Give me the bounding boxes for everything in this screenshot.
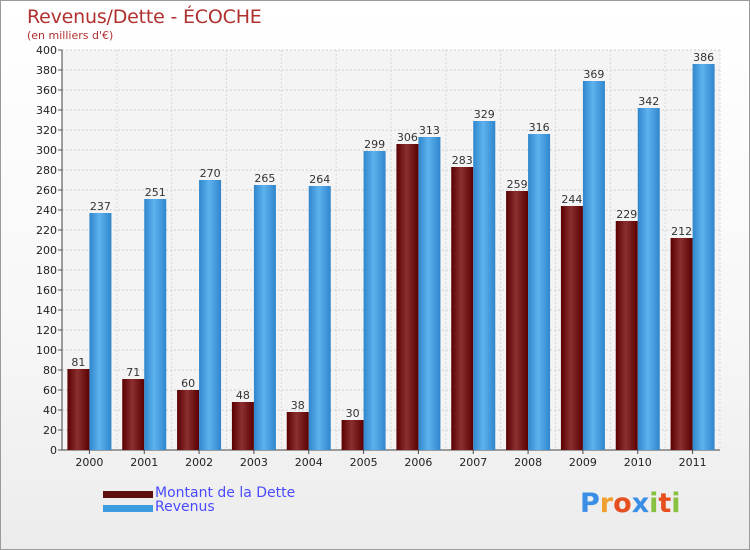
bar-revenus bbox=[637, 108, 660, 450]
bar-revenus bbox=[473, 121, 496, 450]
bar-revenus bbox=[253, 185, 276, 450]
bar-revenus bbox=[692, 64, 715, 450]
y-tick-label: 200 bbox=[36, 244, 57, 257]
x-tick-label: 2003 bbox=[240, 456, 268, 469]
x-tick-label: 2005 bbox=[350, 456, 378, 469]
data-label-revenus: 329 bbox=[474, 108, 495, 121]
logo-letter: x bbox=[631, 488, 650, 519]
logo-letter: o bbox=[613, 488, 632, 519]
bar-dette bbox=[560, 206, 583, 450]
bar-revenus bbox=[528, 134, 551, 450]
data-label-dette: 81 bbox=[71, 356, 85, 369]
bar-revenus bbox=[199, 180, 222, 450]
y-tick-label: 160 bbox=[36, 284, 57, 297]
logo-letter: r bbox=[599, 488, 614, 519]
data-label-revenus: 313 bbox=[419, 124, 440, 137]
y-tick-label: 60 bbox=[43, 384, 57, 397]
y-tick-label: 220 bbox=[36, 224, 57, 237]
x-tick-label: 2006 bbox=[404, 456, 432, 469]
legend-label-revenus: Revenus bbox=[155, 499, 215, 515]
bar-dette bbox=[341, 420, 364, 450]
data-label-revenus: 237 bbox=[90, 200, 111, 213]
bar-revenus bbox=[308, 186, 331, 450]
data-label-dette: 229 bbox=[616, 208, 637, 221]
data-label-revenus: 251 bbox=[145, 186, 166, 199]
x-tick-label: 2011 bbox=[679, 456, 707, 469]
data-label-revenus: 299 bbox=[364, 138, 385, 151]
x-tick-label: 2009 bbox=[569, 456, 597, 469]
legend-label-dette: Montant de la Dette bbox=[155, 485, 296, 501]
bar-dette bbox=[396, 144, 419, 450]
data-label-dette: 71 bbox=[126, 366, 140, 379]
bar-dette bbox=[506, 191, 529, 450]
y-tick-label: 380 bbox=[36, 64, 57, 77]
bar-dette bbox=[615, 221, 638, 450]
data-label-dette: 259 bbox=[507, 178, 528, 191]
logo-letter: t bbox=[658, 488, 672, 519]
y-tick-label: 280 bbox=[36, 164, 57, 177]
y-tick-label: 40 bbox=[43, 404, 57, 417]
data-label-revenus: 270 bbox=[200, 167, 221, 180]
bar-dette bbox=[451, 167, 474, 450]
y-tick-label: 80 bbox=[43, 364, 57, 377]
bar-revenus bbox=[418, 137, 441, 450]
data-label-dette: 60 bbox=[181, 377, 195, 390]
data-label-dette: 30 bbox=[346, 407, 360, 420]
x-tick-label: 2007 bbox=[459, 456, 487, 469]
y-tick-label: 100 bbox=[36, 344, 57, 357]
data-label-revenus: 264 bbox=[309, 173, 330, 186]
bar-dette bbox=[122, 379, 145, 450]
y-tick-label: 400 bbox=[36, 44, 57, 57]
y-tick-label: 360 bbox=[36, 84, 57, 97]
logo-letter: i bbox=[649, 488, 659, 519]
bar-revenus bbox=[582, 81, 605, 450]
y-tick-label: 120 bbox=[36, 324, 57, 337]
y-tick-label: 180 bbox=[36, 264, 57, 277]
x-tick-label: 2000 bbox=[75, 456, 103, 469]
data-label-revenus: 342 bbox=[638, 95, 659, 108]
data-label-dette: 306 bbox=[397, 131, 418, 144]
bar-dette bbox=[670, 238, 693, 450]
data-label-revenus: 265 bbox=[254, 172, 275, 185]
logo-letter: P bbox=[580, 488, 600, 519]
y-tick-label: 260 bbox=[36, 184, 57, 197]
data-label-revenus: 316 bbox=[529, 121, 550, 134]
data-label-dette: 48 bbox=[236, 389, 250, 402]
data-label-dette: 212 bbox=[671, 225, 692, 238]
y-tick-label: 240 bbox=[36, 204, 57, 217]
data-label-revenus: 386 bbox=[693, 51, 714, 64]
y-tick-label: 140 bbox=[36, 304, 57, 317]
data-label-revenus: 369 bbox=[583, 68, 604, 81]
data-label-dette: 38 bbox=[291, 399, 305, 412]
y-tick-label: 340 bbox=[36, 104, 57, 117]
y-tick-label: 320 bbox=[36, 124, 57, 137]
x-tick-label: 2008 bbox=[514, 456, 542, 469]
legend-swatch-revenus bbox=[103, 505, 153, 512]
chart-subtitle: (en milliers d'€) bbox=[27, 29, 114, 42]
bar-revenus bbox=[89, 213, 112, 450]
chart-title: Revenus/Dette - ÉCOCHE bbox=[27, 6, 262, 28]
data-label-dette: 283 bbox=[452, 154, 473, 167]
bar-dette bbox=[231, 402, 254, 450]
y-tick-label: 300 bbox=[36, 144, 57, 157]
proxiti-logo: Proxiti bbox=[580, 488, 681, 519]
y-tick-label: 0 bbox=[50, 444, 57, 457]
bar-revenus bbox=[363, 151, 386, 450]
data-label-dette: 244 bbox=[561, 193, 582, 206]
bar-dette bbox=[286, 412, 309, 450]
bar-revenus bbox=[144, 199, 167, 450]
logo-letter: i bbox=[671, 488, 681, 519]
x-tick-label: 2002 bbox=[185, 456, 213, 469]
x-tick-label: 2001 bbox=[130, 456, 158, 469]
y-tick-label: 20 bbox=[43, 424, 57, 437]
bar-dette bbox=[67, 369, 90, 450]
bar-dette bbox=[177, 390, 200, 450]
x-tick-label: 2004 bbox=[295, 456, 323, 469]
x-tick-label: 2010 bbox=[624, 456, 652, 469]
legend-swatch-dette bbox=[103, 491, 153, 498]
